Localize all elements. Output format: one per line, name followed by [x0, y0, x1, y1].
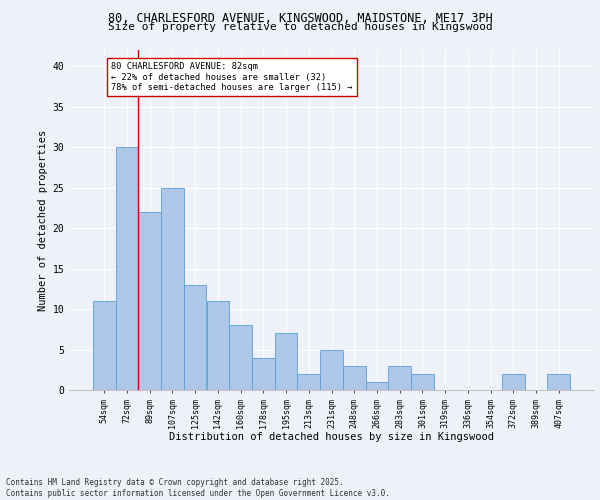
- Bar: [161, 188, 184, 390]
- Bar: [343, 366, 365, 390]
- Bar: [93, 301, 116, 390]
- Bar: [252, 358, 275, 390]
- Bar: [547, 374, 570, 390]
- Bar: [116, 147, 139, 390]
- Bar: [298, 374, 320, 390]
- Bar: [184, 285, 206, 390]
- Bar: [139, 212, 161, 390]
- Y-axis label: Number of detached properties: Number of detached properties: [38, 130, 48, 310]
- Bar: [411, 374, 434, 390]
- Bar: [388, 366, 411, 390]
- Text: 80 CHARLESFORD AVENUE: 82sqm
← 22% of detached houses are smaller (32)
78% of se: 80 CHARLESFORD AVENUE: 82sqm ← 22% of de…: [111, 62, 353, 92]
- Bar: [229, 325, 252, 390]
- Bar: [206, 301, 229, 390]
- Text: Size of property relative to detached houses in Kingswood: Size of property relative to detached ho…: [107, 22, 493, 32]
- Bar: [365, 382, 388, 390]
- X-axis label: Distribution of detached houses by size in Kingswood: Distribution of detached houses by size …: [169, 432, 494, 442]
- Text: 80, CHARLESFORD AVENUE, KINGSWOOD, MAIDSTONE, ME17 3PH: 80, CHARLESFORD AVENUE, KINGSWOOD, MAIDS…: [107, 12, 493, 26]
- Bar: [275, 334, 298, 390]
- Bar: [320, 350, 343, 390]
- Text: Contains HM Land Registry data © Crown copyright and database right 2025.
Contai: Contains HM Land Registry data © Crown c…: [6, 478, 390, 498]
- Bar: [502, 374, 524, 390]
